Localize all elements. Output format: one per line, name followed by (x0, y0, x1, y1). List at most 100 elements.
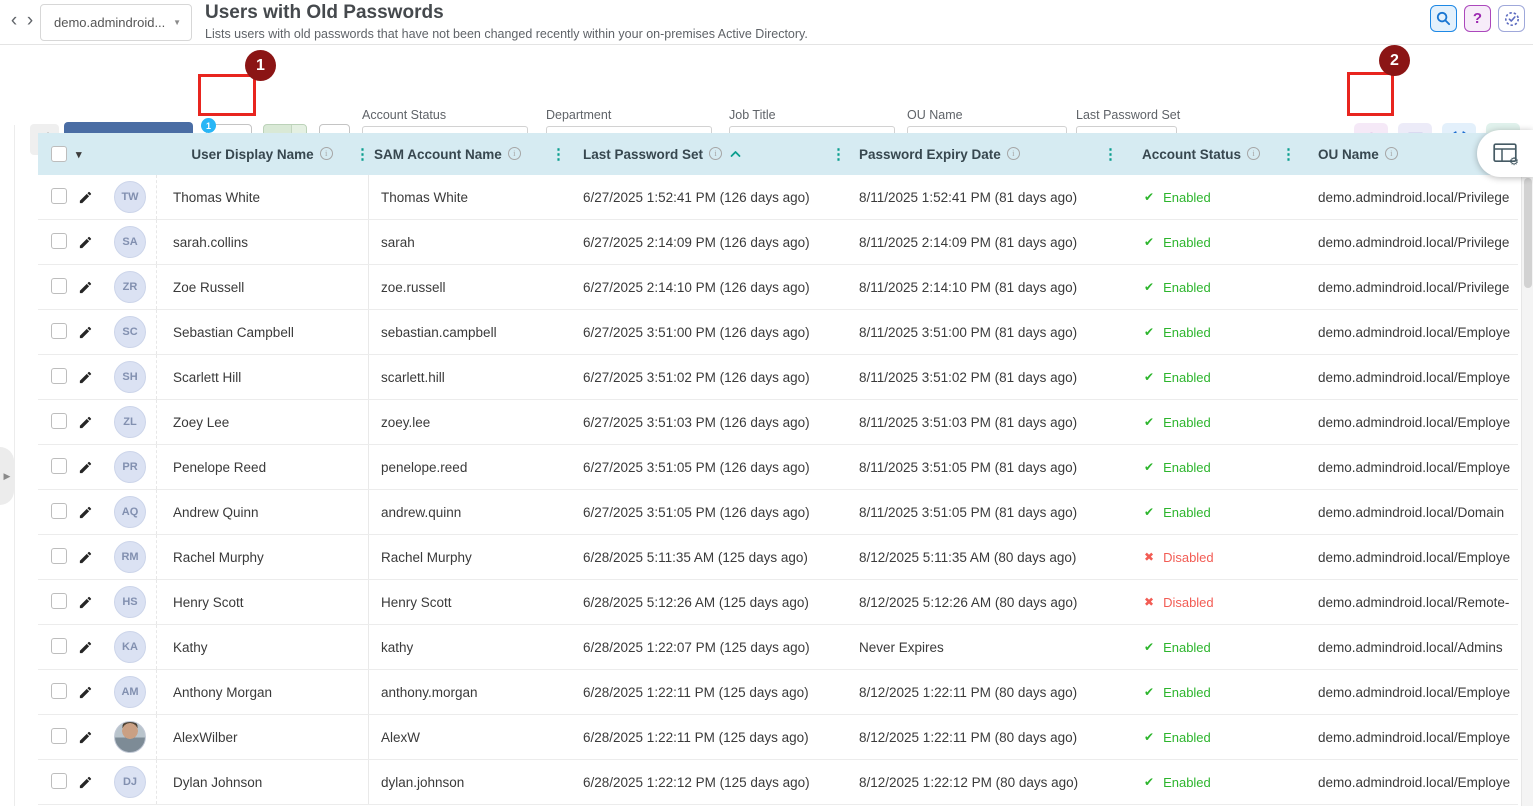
password-expiry-date: 8/12/2025 5:12:26 AM (80 days ago) (859, 594, 1078, 610)
nav-forward-icon[interactable]: › (26, 10, 34, 31)
table-row[interactable]: SH Scarlett Hill scarlett.hill 6/27/2025… (38, 355, 1518, 400)
table-row[interactable]: RM Rachel Murphy Rachel Murphy 6/28/2025… (38, 535, 1518, 580)
column-drag-handle-icon[interactable]: ⋮ (551, 146, 566, 163)
status-icon: ✔ (1144, 460, 1155, 474)
avatar: DJ (114, 766, 146, 798)
table-row[interactable]: AQ Andrew Quinn andrew.quinn 6/27/2025 3… (38, 490, 1518, 535)
info-icon[interactable]: i (319, 146, 333, 160)
column-header-account-status[interactable]: ⋮ Account Status i (1103, 146, 1294, 163)
row-checkbox[interactable] (51, 637, 67, 654)
row-checkbox[interactable] (51, 277, 67, 294)
table-row[interactable]: AM Anthony Morgan anthony.morgan 6/28/20… (38, 670, 1518, 715)
user-display-name: sarah.collins (156, 220, 368, 264)
avatar-cell: ZL (114, 406, 156, 438)
row-checkbox[interactable] (51, 412, 67, 429)
last-password-set: 6/28/2025 5:12:26 AM (125 days ago) (583, 594, 809, 610)
ou-name: demo.admindroid.local/Employe (1318, 549, 1511, 565)
row-checkbox[interactable] (51, 232, 67, 249)
pencil-icon (78, 505, 93, 520)
column-header-password-expiry-date[interactable]: ⋮ Password Expiry Date i (831, 146, 1116, 163)
edit-user-button[interactable] (78, 685, 114, 700)
info-icon[interactable]: i (1247, 146, 1261, 160)
column-header-sam-account-name[interactable]: ⋮ SAM Account Name i (355, 146, 564, 163)
info-icon[interactable]: i (507, 146, 521, 160)
avatar-cell (114, 721, 156, 753)
row-checkbox[interactable] (51, 682, 67, 699)
column-header-ou-name[interactable]: ⋮ OU Name i (1281, 146, 1518, 163)
table-row[interactable]: SA sarah.collins sarah 6/27/2025 2:14:09… (38, 220, 1518, 265)
row-select-cell (38, 322, 78, 342)
row-checkbox[interactable] (51, 187, 67, 204)
row-checkbox[interactable] (51, 457, 67, 474)
row-checkbox[interactable] (51, 502, 67, 519)
sam-account-name: zoe.russell (368, 265, 564, 309)
info-icon[interactable]: i (1384, 146, 1398, 160)
avatar-cell: KA (114, 631, 156, 663)
schedule-button[interactable] (1498, 5, 1525, 32)
column-drag-handle-icon[interactable]: ⋮ (1103, 146, 1118, 163)
vertical-scrollbar-thumb[interactable] (1524, 178, 1532, 288)
topbar-actions: ? (1430, 5, 1525, 32)
pencil-icon (78, 640, 93, 655)
help-button[interactable]: ? (1464, 5, 1491, 32)
edit-user-button[interactable] (78, 640, 114, 655)
column-settings-button[interactable]: ⚙ (1477, 130, 1533, 177)
column-header-last-password-set[interactable]: ⋮ Last Password Set i (551, 146, 844, 163)
edit-user-button[interactable] (78, 280, 114, 295)
table-row[interactable]: SC Sebastian Campbell sebastian.campbell… (38, 310, 1518, 355)
edit-user-button[interactable] (78, 370, 114, 385)
vertical-scrollbar-track[interactable] (1521, 130, 1533, 806)
row-checkbox[interactable] (51, 547, 67, 564)
avatar-cell: HS (114, 586, 156, 618)
row-checkbox[interactable] (51, 367, 67, 384)
status-label: Enabled (1163, 459, 1211, 475)
column-header-user-display-name[interactable]: User Display Name i (156, 146, 368, 162)
table-row[interactable]: HS Henry Scott Henry Scott 6/28/2025 5:1… (38, 580, 1518, 625)
edit-user-button[interactable] (78, 460, 114, 475)
sort-ascending-icon[interactable] (730, 150, 741, 158)
edit-user-button[interactable] (78, 505, 114, 520)
info-icon[interactable]: i (709, 146, 723, 160)
table-row[interactable]: DJ Dylan Johnson dylan.johnson 6/28/2025… (38, 760, 1518, 805)
status-label: Enabled (1163, 774, 1211, 790)
table-row[interactable]: AlexWilber AlexW 6/28/2025 1:22:11 PM (1… (38, 715, 1518, 760)
table-row[interactable]: TW Thomas White Thomas White 6/27/2025 1… (38, 175, 1518, 220)
sidebar-expander[interactable]: ▶ (0, 447, 14, 505)
table-row[interactable]: PR Penelope Reed penelope.reed 6/27/2025… (38, 445, 1518, 490)
column-drag-handle-icon[interactable]: ⋮ (1281, 146, 1296, 163)
tenant-dropdown[interactable]: demo.admindroid... ▼ (40, 4, 192, 41)
row-checkbox[interactable] (51, 592, 67, 609)
avatar: AM (114, 676, 146, 708)
status-icon: ✖ (1144, 595, 1155, 609)
edit-user-button[interactable] (78, 730, 114, 745)
password-expiry-date: 8/12/2025 1:22:12 PM (80 days ago) (859, 774, 1079, 790)
ou-name: demo.admindroid.local/Privilege (1318, 279, 1510, 295)
select-all-checkbox[interactable] (51, 146, 67, 162)
row-checkbox[interactable] (51, 322, 67, 339)
row-checkbox[interactable] (51, 727, 67, 744)
edit-user-button[interactable] (78, 595, 114, 610)
column-drag-handle-icon[interactable]: ⋮ (355, 146, 370, 163)
nav-back-icon[interactable]: ‹ (10, 10, 18, 31)
last-password-set: 6/27/2025 3:51:05 PM (126 days ago) (583, 504, 810, 520)
filter-label: Account Status (362, 108, 447, 122)
select-menu-caret-icon[interactable]: ▾ (76, 148, 82, 161)
global-search-button[interactable] (1430, 5, 1457, 32)
table-row[interactable]: KA Kathy kathy 6/28/2025 1:22:07 PM (125… (38, 625, 1518, 670)
edit-user-button[interactable] (78, 550, 114, 565)
status-label: Enabled (1163, 414, 1211, 430)
last-password-set: 6/27/2025 3:51:03 PM (126 days ago) (583, 414, 810, 430)
table-row[interactable]: ZL Zoey Lee zoey.lee 6/27/2025 3:51:03 P… (38, 400, 1518, 445)
ou-name: demo.admindroid.local/Admins (1318, 639, 1503, 655)
edit-user-button[interactable] (78, 415, 114, 430)
report-toolbar: Tabular View ∨ 1 ∨ ∨ Account Status E (0, 45, 1533, 156)
edit-user-button[interactable] (78, 775, 114, 790)
pencil-icon (78, 595, 93, 610)
table-row[interactable]: ZR Zoe Russell zoe.russell 6/27/2025 2:1… (38, 265, 1518, 310)
edit-user-button[interactable] (78, 325, 114, 340)
edit-user-button[interactable] (78, 235, 114, 250)
column-drag-handle-icon[interactable]: ⋮ (831, 146, 846, 163)
info-icon[interactable]: i (1006, 146, 1020, 160)
row-checkbox[interactable] (51, 772, 67, 789)
edit-user-button[interactable] (78, 190, 114, 205)
